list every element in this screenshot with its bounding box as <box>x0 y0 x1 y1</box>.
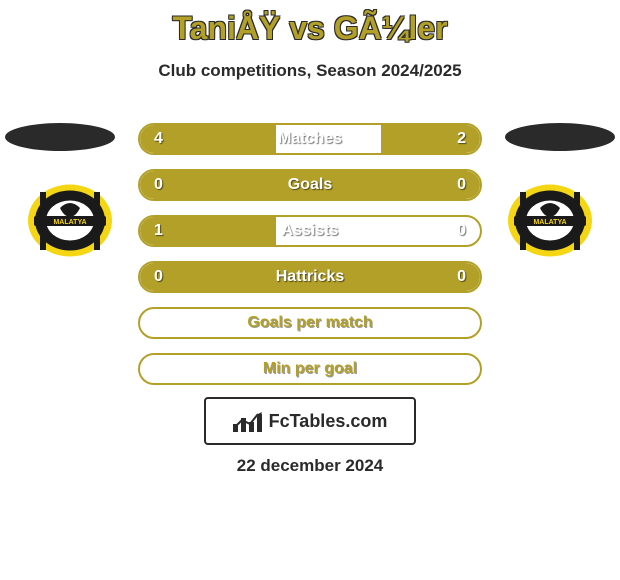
stat-row: Goals per match <box>138 307 482 339</box>
stat-value-right: 2 <box>443 130 480 148</box>
club-badge-left: MALATYA <box>20 178 120 263</box>
player-right-silhouette <box>505 123 615 151</box>
svg-text:MALATYA: MALATYA <box>53 219 86 226</box>
stat-label: Hattricks <box>177 268 443 286</box>
stat-row: 4Matches2 <box>138 123 482 155</box>
stat-row: Min per goal <box>138 353 482 385</box>
club-badge-right: MALATYA <box>500 178 600 263</box>
chart-icon <box>233 410 263 432</box>
player-left-silhouette <box>5 123 115 151</box>
stat-value-left: 0 <box>140 268 177 286</box>
page-title: TaniÅŸ vs GÃ¼ler <box>0 0 620 47</box>
stat-label: Goals <box>177 176 443 194</box>
stat-value-left: 0 <box>140 176 177 194</box>
stat-row: 1Assists0 <box>138 215 482 247</box>
branding-text: FcTables.com <box>269 411 388 432</box>
stat-value-left: 1 <box>140 222 177 240</box>
stat-value-right: 0 <box>443 222 480 240</box>
stat-label: Assists <box>177 222 443 240</box>
stat-label: Min per goal <box>168 360 452 378</box>
stat-value-left: 4 <box>140 130 177 148</box>
svg-text:MALATYA: MALATYA <box>533 219 566 226</box>
stat-row: 0Goals0 <box>138 169 482 201</box>
stat-row: 0Hattricks0 <box>138 261 482 293</box>
footer-date: 22 december 2024 <box>0 456 620 476</box>
stat-value-right: 0 <box>443 268 480 286</box>
branding-logo: FcTables.com <box>204 397 416 445</box>
stat-value-right: 0 <box>443 176 480 194</box>
stats-container: 4Matches20Goals01Assists00Hattricks0Goal… <box>138 123 482 399</box>
subtitle: Club competitions, Season 2024/2025 <box>0 61 620 81</box>
stat-label: Matches <box>177 130 443 148</box>
stat-label: Goals per match <box>168 314 452 332</box>
